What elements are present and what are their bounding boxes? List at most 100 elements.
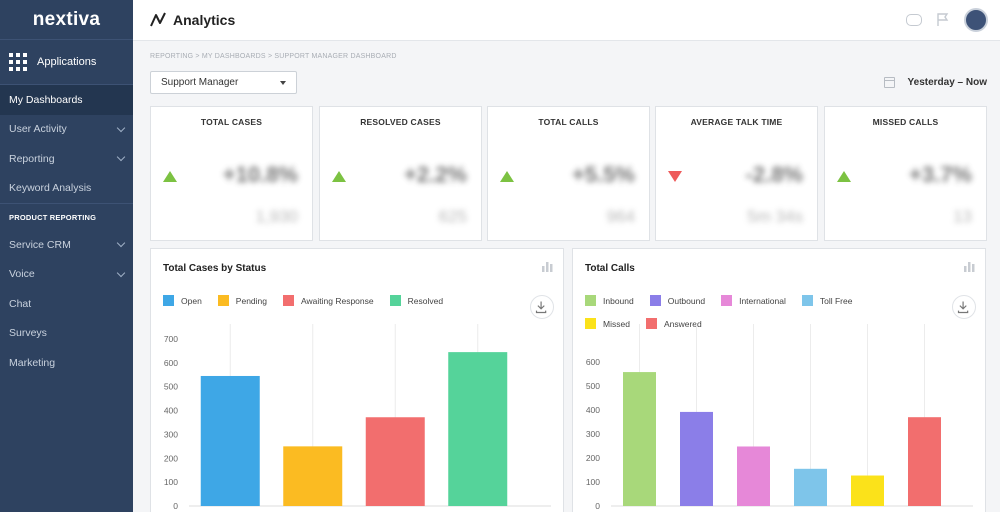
chevron-down-icon	[116, 239, 126, 248]
sidebar: nextiva Applications My Dashboards User …	[0, 0, 133, 512]
bar-outbound[interactable]	[680, 411, 713, 506]
sidebar-item-surveys[interactable]: Surveys	[0, 319, 133, 349]
legend-item[interactable]: Resolved	[389, 295, 443, 306]
kpi-subvalue: 1,930	[255, 207, 298, 226]
legend-item[interactable]: Pending	[217, 295, 267, 306]
sidebar-item-label: Surveys	[9, 327, 47, 340]
legend-swatch	[585, 318, 596, 329]
legend-item[interactable]: Open	[163, 295, 202, 306]
sidebar-item-voice[interactable]: Voice	[0, 260, 133, 290]
legend-label: Pending	[235, 295, 267, 306]
sidebar-item-user-activity[interactable]: User Activity	[0, 115, 133, 145]
legend-item[interactable]: Awaiting Response	[283, 295, 374, 306]
applications-label: Applications	[37, 56, 97, 68]
bar-missed[interactable]	[851, 475, 884, 506]
bar-resolved[interactable]	[448, 352, 508, 506]
legend-item[interactable]: Answered	[645, 318, 702, 329]
legend-label: Outbound	[667, 295, 706, 306]
y-tick-label: 400	[164, 406, 178, 416]
legend-label: Missed	[603, 318, 630, 329]
bar-answered[interactable]	[908, 417, 941, 506]
download-button[interactable]	[530, 295, 554, 319]
download-icon	[535, 301, 547, 314]
kpi-card-resolved-cases[interactable]: RESOLVED CASES +2.2% 625	[319, 106, 482, 241]
legend-item[interactable]: Outbound	[649, 295, 706, 306]
nextiva-logo[interactable]: nextiva	[0, 0, 133, 40]
legend-swatch	[645, 318, 657, 329]
bar-chart-icon[interactable]	[542, 261, 553, 272]
legend-item[interactable]: Toll Free	[801, 295, 853, 306]
sidebar-item-marketing[interactable]: Marketing	[0, 348, 133, 378]
chart-title: Total Cases by Status	[163, 263, 267, 274]
sidebar-item-label: Service CRM	[9, 238, 71, 251]
sidebar-item-label: User Activity	[9, 123, 67, 136]
legend-swatch	[721, 295, 733, 306]
kpi-value: +3.7%	[909, 162, 972, 187]
trend-up-icon	[332, 171, 346, 182]
bar-toll-free[interactable]	[794, 468, 827, 506]
kpi-subvalue: 13	[953, 207, 972, 226]
chart-title: Total Calls	[585, 263, 635, 274]
bar-open[interactable]	[200, 375, 260, 506]
y-tick-label: 500	[586, 381, 600, 391]
bar-chart-icon[interactable]	[964, 261, 975, 272]
sidebar-item-my-dashboards[interactable]: My Dashboards	[0, 85, 133, 115]
kpi-card-total-cases[interactable]: TOTAL CASES +10.8% 1,930	[150, 106, 313, 241]
sidebar-item-reporting[interactable]: Reporting	[0, 144, 133, 174]
dashboard-select[interactable]: Support Manager	[150, 71, 297, 94]
kpi-card-average-talk-time[interactable]: AVERAGE TALK TIME -2.8% 5m 34s	[655, 106, 818, 241]
bar-awaiting-response[interactable]	[365, 417, 425, 506]
sidebar-item-label: Marketing	[9, 356, 56, 369]
kpi-title: MISSED CALLS	[872, 117, 939, 127]
bar-pending[interactable]	[283, 446, 343, 506]
chevron-down-icon	[116, 153, 126, 162]
analytics-icon	[150, 12, 166, 27]
y-tick-label: 300	[586, 429, 600, 439]
kpi-card-missed-calls[interactable]: MISSED CALLS +3.7% 13	[824, 106, 987, 241]
avatar[interactable]	[964, 8, 988, 32]
y-tick-label: 100	[586, 477, 600, 487]
sidebar-item-service-crm[interactable]: Service CRM	[0, 230, 133, 260]
bar-international[interactable]	[737, 446, 770, 506]
legend-item[interactable]: International	[721, 295, 786, 306]
y-tick-label: 200	[164, 453, 178, 463]
legend-swatch	[217, 295, 229, 306]
kpi-value: +10.8%	[222, 162, 298, 187]
sidebar-item-label: My Dashboards	[9, 93, 83, 106]
legend-swatch	[389, 295, 401, 306]
chart-panel-cases-by-status: Total Cases by Status Open Pending Awaitin…	[150, 248, 564, 512]
date-range-picker[interactable]: Yesterday – Now	[883, 77, 987, 88]
trend-down-icon	[668, 171, 682, 182]
kpi-title: AVERAGE TALK TIME	[690, 117, 783, 127]
kpi-title: TOTAL CASES	[200, 117, 263, 127]
kpi-value: +2.2%	[404, 162, 467, 187]
download-button[interactable]	[952, 295, 976, 319]
flag-icon[interactable]	[936, 13, 950, 27]
chart-panel-total-calls: Total Calls Inbound Outbound International…	[572, 248, 986, 512]
chevron-down-icon	[116, 123, 126, 132]
top-bar: Analytics	[133, 0, 1000, 41]
kpi-value: +5.5%	[572, 162, 635, 187]
legend-label: Inbound	[603, 295, 634, 306]
legend-label: Toll Free	[819, 295, 853, 306]
dashboard-select-value: Support Manager	[161, 77, 239, 88]
applications-button[interactable]: Applications	[0, 40, 133, 85]
legend-label: Awaiting Response	[301, 295, 374, 306]
legend-item[interactable]: Inbound	[585, 295, 634, 306]
y-tick-label: 0	[173, 501, 178, 511]
legend-item[interactable]: Missed	[585, 318, 630, 329]
chat-icon[interactable]	[906, 14, 922, 26]
y-tick-label: 400	[586, 405, 600, 415]
chart-legend: Inbound Outbound International Toll Free Mis…	[585, 295, 905, 329]
caret-down-icon	[280, 80, 286, 85]
legend-swatch	[163, 295, 174, 306]
chart-legend: Open Pending Awaiting Response Resolved	[163, 295, 483, 306]
sidebar-item-label: Chat	[9, 297, 32, 310]
trend-up-icon	[837, 171, 851, 182]
sidebar-item-chat[interactable]: Chat	[0, 289, 133, 319]
kpi-card-total-calls[interactable]: TOTAL CALLS +5.5% 964	[487, 106, 650, 241]
bar-inbound[interactable]	[623, 372, 656, 506]
sidebar-item-keyword-analysis[interactable]: Keyword Analysis	[0, 174, 133, 204]
kpi-subvalue: 625	[438, 207, 467, 226]
trend-up-icon	[163, 171, 177, 182]
